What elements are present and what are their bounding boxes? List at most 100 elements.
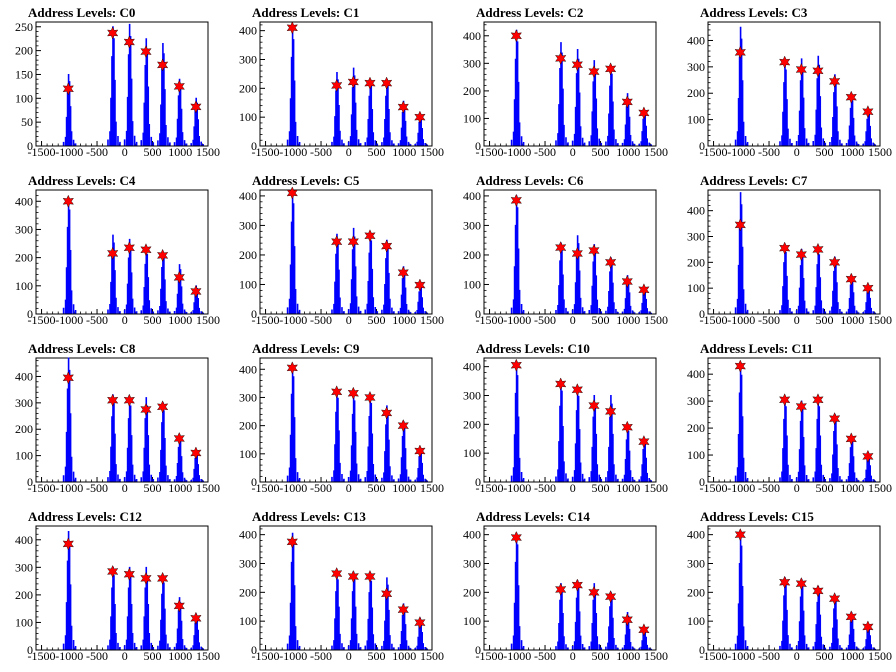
x-tick-label: 500	[368, 145, 386, 159]
y-tick-label: 400	[15, 533, 33, 547]
y-tick-label: 0	[27, 307, 33, 321]
x-tick-label: 0	[570, 145, 576, 159]
y-tick-label: 0	[251, 139, 257, 153]
y-tick-label: 300	[15, 560, 33, 574]
level-marker	[828, 255, 841, 269]
y-tick-label: 200	[463, 585, 481, 599]
level-marker	[812, 64, 824, 78]
y-tick-label: 100	[15, 449, 33, 463]
level-marker	[588, 65, 600, 79]
x-tick-label: -500	[534, 649, 556, 663]
y-tick-label: 100	[15, 615, 33, 629]
level-marker	[156, 571, 169, 585]
histogram-peak	[396, 420, 413, 483]
level-marker	[156, 58, 169, 72]
y-tick-label: 250	[15, 20, 33, 34]
level-marker	[734, 218, 746, 232]
level-marker	[190, 446, 202, 460]
chart-title: Address Levels: C6	[476, 173, 584, 188]
histogram-peak	[105, 566, 122, 651]
y-tick-label: 300	[463, 56, 481, 70]
level-marker	[347, 75, 359, 89]
x-tick-label: 0	[570, 313, 576, 327]
y-tick-label: 300	[239, 218, 257, 232]
x-tick-label: -1000	[55, 145, 83, 159]
histogram-peak	[570, 386, 587, 483]
y-tick-label: 300	[463, 388, 481, 402]
x-tick-label: -1500	[476, 313, 504, 327]
level-marker	[331, 567, 343, 581]
level-marker	[828, 592, 841, 606]
histogram-peak	[509, 363, 526, 483]
histogram-peak	[509, 29, 526, 147]
y-tick-label: 200	[687, 585, 705, 599]
x-tick-label: 0	[122, 313, 128, 327]
y-tick-label: 150	[15, 67, 33, 81]
x-tick-label: -500	[86, 145, 108, 159]
x-tick-label: -500	[310, 145, 332, 159]
y-tick-label: 0	[27, 643, 33, 657]
y-tick-label: 300	[687, 230, 705, 244]
level-marker	[331, 235, 343, 249]
x-tick-label: -1500	[476, 145, 504, 159]
histogram-peak	[777, 577, 794, 651]
histogram-plot: 0 100 200 300 400 -1500 -1000 -500 0 500 1000 1500	[239, 525, 444, 663]
x-tick-label: 1500	[868, 313, 892, 327]
y-tick-label: 0	[475, 475, 481, 489]
level-marker	[638, 283, 650, 297]
level-marker	[190, 284, 202, 298]
x-tick-label: -1500	[700, 145, 728, 159]
x-tick-label: 500	[144, 481, 162, 495]
histogram-peak	[379, 577, 396, 651]
level-marker	[107, 246, 119, 260]
level-marker	[734, 528, 746, 542]
x-tick-label: -1500	[252, 145, 280, 159]
level-marker	[812, 584, 824, 598]
y-tick-label: 0	[27, 139, 33, 153]
x-tick-label: -1000	[503, 145, 531, 159]
x-tick-label: 500	[816, 481, 834, 495]
level-marker	[845, 610, 857, 624]
level-marker	[510, 358, 522, 372]
y-tick-label: 400	[463, 360, 481, 374]
histogram-plot: 0 100 200 300 400 -1500 -1000 -500 0 500 1000 1500	[239, 357, 444, 495]
level-marker	[380, 239, 393, 253]
x-tick-label: 1000	[392, 145, 416, 159]
x-tick-label: 1500	[420, 649, 444, 663]
y-tick-label: 200	[239, 419, 257, 433]
x-tick-label: -500	[310, 313, 332, 327]
level-marker	[588, 244, 600, 258]
y-tick-label: 400	[15, 194, 33, 208]
histogram-peak	[172, 435, 189, 483]
level-marker	[286, 535, 298, 549]
level-marker	[845, 90, 857, 104]
x-tick-label: 0	[122, 481, 128, 495]
x-tick-label: -500	[310, 481, 332, 495]
chart-panel: Address Levels: C13 0 100 200 300 400 -1500 -10…	[224, 504, 448, 672]
x-tick-label: 500	[368, 313, 386, 327]
level-marker	[604, 404, 617, 418]
histogram-peak	[105, 26, 122, 147]
histogram-plot: 0 50 100 150 200 250 -1500 -1000 -500 0 500 1000 150…	[15, 20, 220, 159]
x-tick-label: 0	[346, 145, 352, 159]
x-tick-label: -1500	[28, 481, 56, 495]
level-marker	[173, 599, 185, 613]
histogram-peak	[285, 190, 302, 315]
level-marker	[862, 105, 874, 119]
chart-panel: Address Levels: C11 0 100 200 300 400 -1500 -10…	[672, 336, 896, 504]
level-marker	[734, 359, 746, 373]
level-marker	[140, 402, 152, 416]
y-tick-label: 100	[15, 279, 33, 293]
x-tick-label: 0	[794, 481, 800, 495]
chart-title: Address Levels: C10	[476, 341, 590, 356]
histogram-peak	[570, 235, 587, 315]
level-marker	[190, 100, 202, 114]
level-marker	[380, 76, 393, 90]
x-tick-label: 500	[592, 481, 610, 495]
y-tick-label: 0	[699, 643, 705, 657]
histogram-plot: 0 100 200 300 400 -1500 -1000 -500 0 500 1000 1500	[15, 525, 220, 663]
histogram-peak	[172, 264, 189, 315]
histogram-peak	[155, 402, 172, 483]
chart-title: Address Levels: C0	[28, 5, 136, 20]
level-marker	[347, 386, 359, 400]
